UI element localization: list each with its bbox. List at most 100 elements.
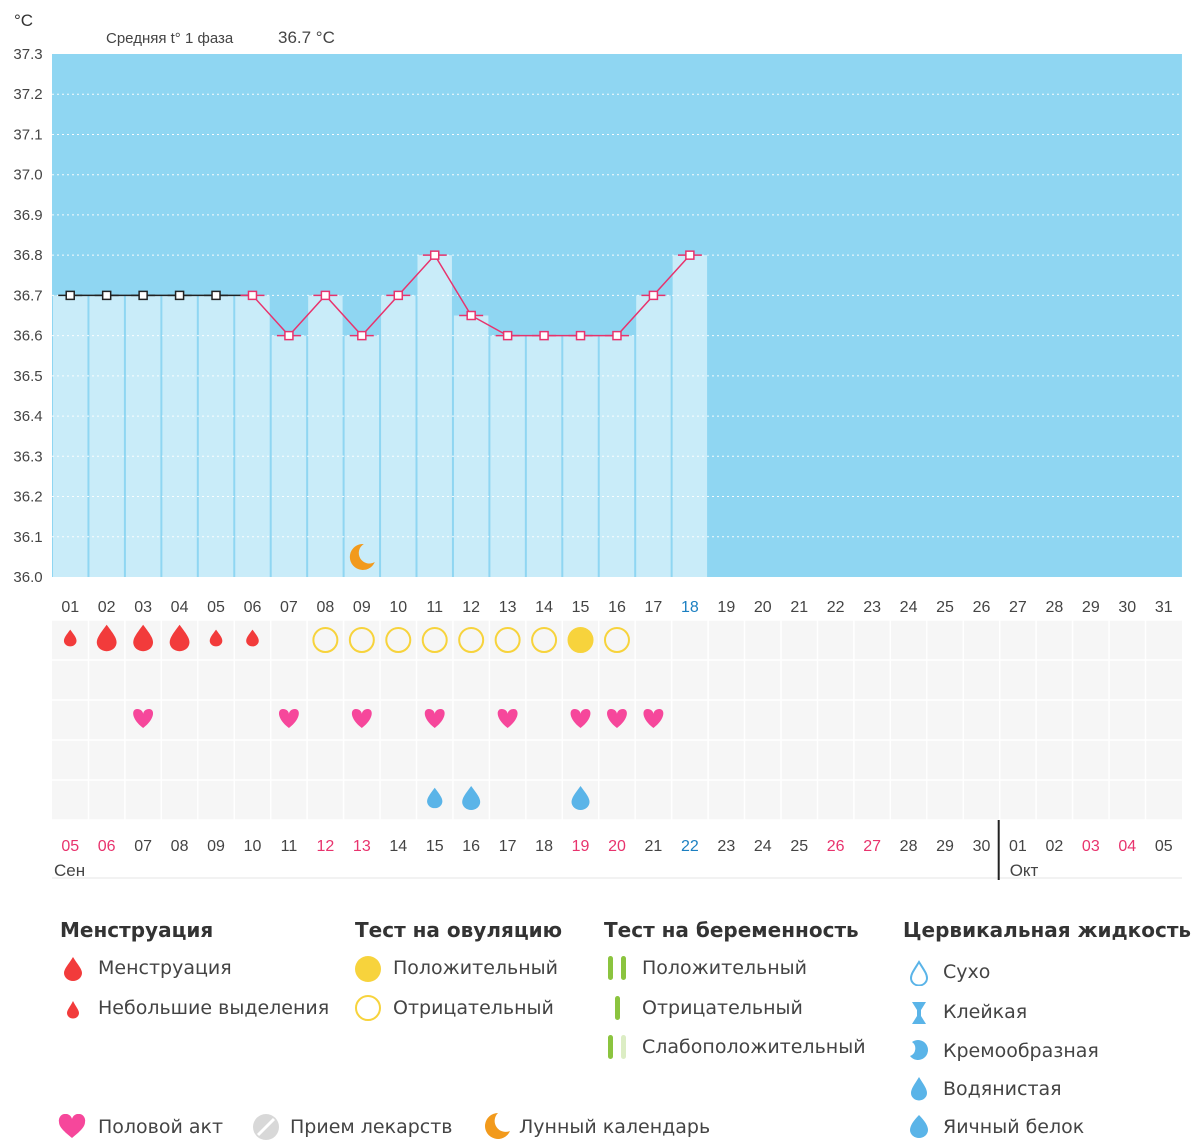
ovulation-negative-icon [531, 627, 558, 653]
ovulation-negative-icon [355, 995, 381, 1021]
temperature-point [502, 330, 513, 341]
cycle-day-label: 21 [790, 599, 808, 616]
calendar-date-label: 30 [973, 838, 991, 855]
y-unit-label: °C [14, 11, 33, 30]
temperature-bar [308, 295, 343, 577]
avg-value: 36.7 °C [278, 28, 335, 47]
menstruation-drop-icon [169, 624, 190, 652]
spotting-drop-icon [67, 1001, 79, 1019]
calendar-date-label: 15 [426, 838, 444, 855]
cycle-day-label: 15 [572, 599, 590, 616]
heart-icon [58, 1114, 86, 1138]
legend-ovulation-title: Тест на овуляцию [355, 918, 563, 942]
menstruation-drop-icon [133, 624, 154, 652]
ovulation-negative-icon [458, 627, 485, 653]
fluid-watery-icon [427, 787, 443, 809]
moon-icon [349, 543, 375, 570]
cycle-day-label: 16 [608, 599, 626, 616]
calendar-date-label: 25 [790, 838, 808, 855]
legend-ovulation-negative: Отрицательный [393, 997, 554, 1019]
legend-medication: Прием лекарств [290, 1116, 453, 1138]
temperature-bar [53, 295, 88, 577]
ovulation-negative-icon [312, 627, 339, 653]
cycle-day-label: 31 [1155, 599, 1173, 616]
y-tick-label: 36.5 [13, 368, 42, 385]
y-tick-label: 37.1 [13, 126, 42, 143]
legend-fluid-watery: Водянистая [943, 1078, 1062, 1100]
y-tick-label: 37.3 [13, 46, 42, 63]
legend-intercourse: Половой акт [98, 1116, 224, 1138]
pregnancy-weak-icon [608, 1035, 626, 1059]
calendar-date-label: 03 [1082, 838, 1100, 855]
legend-pregnancy-title: Тест на беременность [604, 918, 859, 942]
calendar-date-label: 12 [316, 838, 334, 855]
temperature-point [357, 330, 367, 341]
fluid-sticky-icon [912, 1002, 926, 1024]
cycle-day-label: 08 [316, 599, 334, 616]
y-tick-label: 36.6 [13, 328, 42, 345]
heart-icon [133, 709, 154, 728]
pregnancy-positive-icon [608, 956, 626, 980]
fluid-dry-icon [909, 960, 929, 986]
temperature-point [648, 290, 659, 301]
cycle-day-label: 03 [134, 599, 152, 616]
calendar-date-label: 09 [207, 838, 225, 855]
fluid-egg-white-icon [910, 1115, 928, 1138]
cycle-day-label: 30 [1118, 599, 1136, 616]
y-tick-label: 37.0 [13, 167, 42, 184]
cycle-day-label: 28 [1045, 599, 1063, 616]
legend-pregnancy-weak: Слабоположительный [642, 1036, 866, 1058]
temperature-point [429, 250, 440, 260]
calendar-date-label: 05 [1155, 838, 1173, 855]
fluid-egg-white-icon [462, 786, 481, 810]
legend-fluid-sticky: Клейкая [943, 1001, 1028, 1023]
legend-cervical-title: Цервикальная жидкость [903, 918, 1192, 942]
cycle-day-label: 11 [426, 599, 443, 616]
cycle-day-label: 26 [973, 599, 991, 616]
calendar-date-label: 14 [389, 838, 407, 855]
cycle-day-label: 02 [98, 599, 116, 616]
y-tick-label: 36.2 [13, 489, 42, 506]
temperature-point [138, 290, 148, 301]
calendar-date-label: 28 [900, 838, 918, 855]
legend-lunar: Лунный календарь [519, 1116, 711, 1138]
ovulation-negative-icon [385, 627, 412, 653]
cycle-day-label: 07 [280, 599, 298, 616]
cycle-day-label: 10 [389, 599, 407, 616]
temperature-point [539, 330, 549, 341]
cycle-day-label: 29 [1082, 599, 1100, 616]
spotting-drop-icon [209, 629, 223, 647]
menstruation-drop-icon [64, 957, 82, 981]
fluid-egg-white-icon [571, 786, 590, 810]
legend-menstruation-title: Менструация [60, 918, 214, 942]
calendar-date-label: 29 [936, 838, 954, 855]
heart-icon [278, 709, 299, 728]
ovulation-negative-icon [421, 627, 448, 653]
cycle-day-label: 06 [244, 599, 262, 616]
calendar-date-label: 19 [572, 838, 590, 855]
temperature-point [685, 250, 695, 260]
bbt-chart: °C Средняя t° 1 фаза 36.7 °C 37.3 37.2 37.1 37… [13, 11, 1182, 880]
cycle-day-label: 05 [207, 599, 225, 616]
temperature-bar [381, 295, 416, 577]
temperature-bar [453, 315, 489, 577]
calendar-date-label: 07 [134, 838, 152, 855]
avg-label: Средняя t° 1 фаза [106, 30, 234, 47]
temperature-point [211, 290, 221, 301]
cycle-day-label: 09 [353, 599, 371, 616]
moon-icon [485, 1113, 510, 1139]
temperature-bar [162, 295, 197, 577]
cycle-day-label: 27 [1009, 599, 1027, 616]
y-tick-label: 36.1 [13, 529, 42, 546]
heart-icon [607, 709, 627, 728]
spotting-drop-icon [63, 629, 77, 647]
calendar-date-label: 02 [1045, 838, 1063, 855]
calendar-date-label: 22 [681, 838, 699, 855]
y-tick-label: 36.7 [13, 287, 42, 304]
temperature-point [466, 310, 476, 321]
y-tick-label: 36.9 [13, 207, 42, 224]
temperature-bar [125, 295, 161, 577]
legend-spotting-item: Небольшие выделения [98, 997, 330, 1019]
calendar-date-label: 17 [499, 838, 517, 855]
legend-fluid-egg-white: Яичный белок [943, 1116, 1085, 1138]
